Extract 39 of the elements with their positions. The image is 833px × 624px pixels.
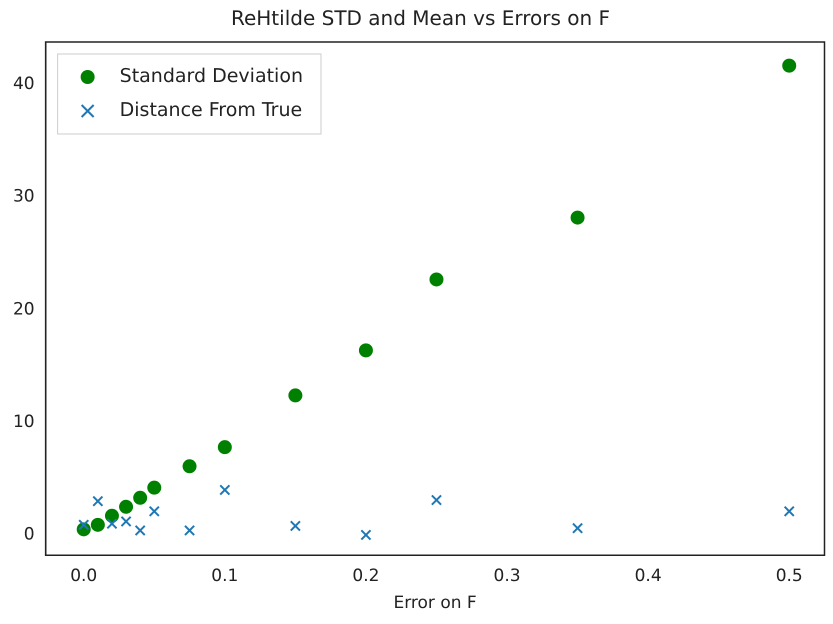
point <box>429 272 444 286</box>
chart-title: ReHtilde STD and Mean vs Errors on F <box>230 6 610 30</box>
point <box>784 506 795 517</box>
x-tick-label: 0.1 <box>211 566 238 586</box>
x-tick-label: 0.5 <box>776 566 803 586</box>
point <box>147 480 162 495</box>
point <box>219 484 230 496</box>
point <box>106 518 118 530</box>
point <box>430 494 442 506</box>
point <box>288 388 302 402</box>
x-axis-title: Error on F <box>393 593 477 614</box>
point <box>78 519 90 530</box>
x-tick-label: 0.0 <box>70 566 98 586</box>
legend-label: Distance From True <box>120 98 302 121</box>
point <box>782 58 796 73</box>
x-tick-label: 0.3 <box>494 566 521 586</box>
point <box>184 524 196 536</box>
point <box>358 343 373 358</box>
point <box>119 500 134 514</box>
point <box>148 506 160 517</box>
y-tick-label: 30 <box>12 186 35 207</box>
point <box>182 459 197 474</box>
x-tick-label: 0.2 <box>352 566 380 586</box>
point <box>92 496 104 507</box>
point <box>133 490 148 505</box>
point <box>570 210 585 225</box>
legend-label: Standard Deviation <box>120 64 303 87</box>
y-tick-label: 40 <box>12 74 35 94</box>
y-tick-label: 0 <box>24 524 35 544</box>
point <box>360 529 372 541</box>
point <box>120 516 132 528</box>
point <box>134 524 146 536</box>
y-tick-label: 10 <box>12 412 35 432</box>
point <box>290 520 301 532</box>
x-tick-label: 0.4 <box>634 566 662 586</box>
point <box>218 440 232 454</box>
y-tick-label: 20 <box>12 299 35 320</box>
point <box>572 522 584 534</box>
point <box>90 518 105 532</box>
